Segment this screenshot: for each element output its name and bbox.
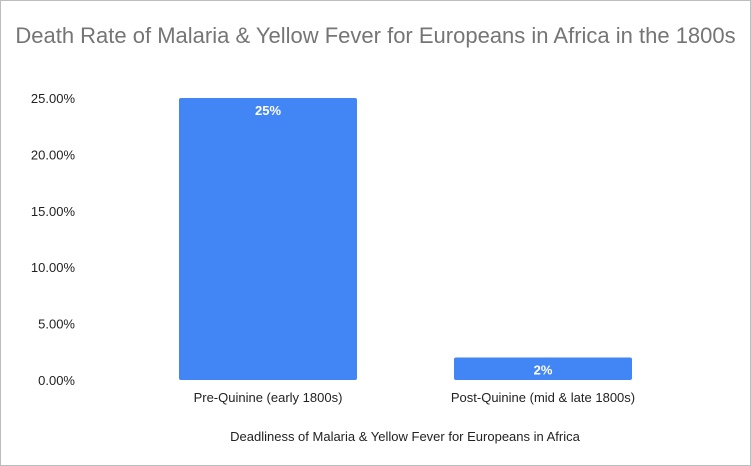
x-axis-categories: Pre-Quinine (early 1800s) Post-Quinine (m… <box>194 390 636 405</box>
y-tick-label: 10.00% <box>31 260 76 275</box>
data-labels: 25% 2% <box>255 103 553 377</box>
x-category-label: Post-Quinine (mid & late 1800s) <box>451 390 635 405</box>
y-tick-label: 25.00% <box>31 91 76 106</box>
bar-data-label: 2% <box>534 362 553 377</box>
y-tick-label: 20.00% <box>31 147 76 162</box>
x-axis-label: Deadliness of Malaria & Yellow Fever for… <box>230 429 581 444</box>
bar <box>179 98 357 380</box>
x-category-label: Pre-Quinine (early 1800s) <box>194 390 343 405</box>
y-axis-ticks: 0.00% 5.00% 10.00% 15.00% 20.00% 25.00% <box>31 91 76 388</box>
y-tick-label: 5.00% <box>38 317 75 332</box>
chart-title: Death Rate of Malaria & Yellow Fever for… <box>15 23 736 48</box>
y-tick-label: 15.00% <box>31 204 76 219</box>
bar-data-label: 25% <box>255 103 281 118</box>
y-tick-label: 0.00% <box>38 373 75 388</box>
bar <box>454 357 632 380</box>
bars <box>179 98 632 380</box>
